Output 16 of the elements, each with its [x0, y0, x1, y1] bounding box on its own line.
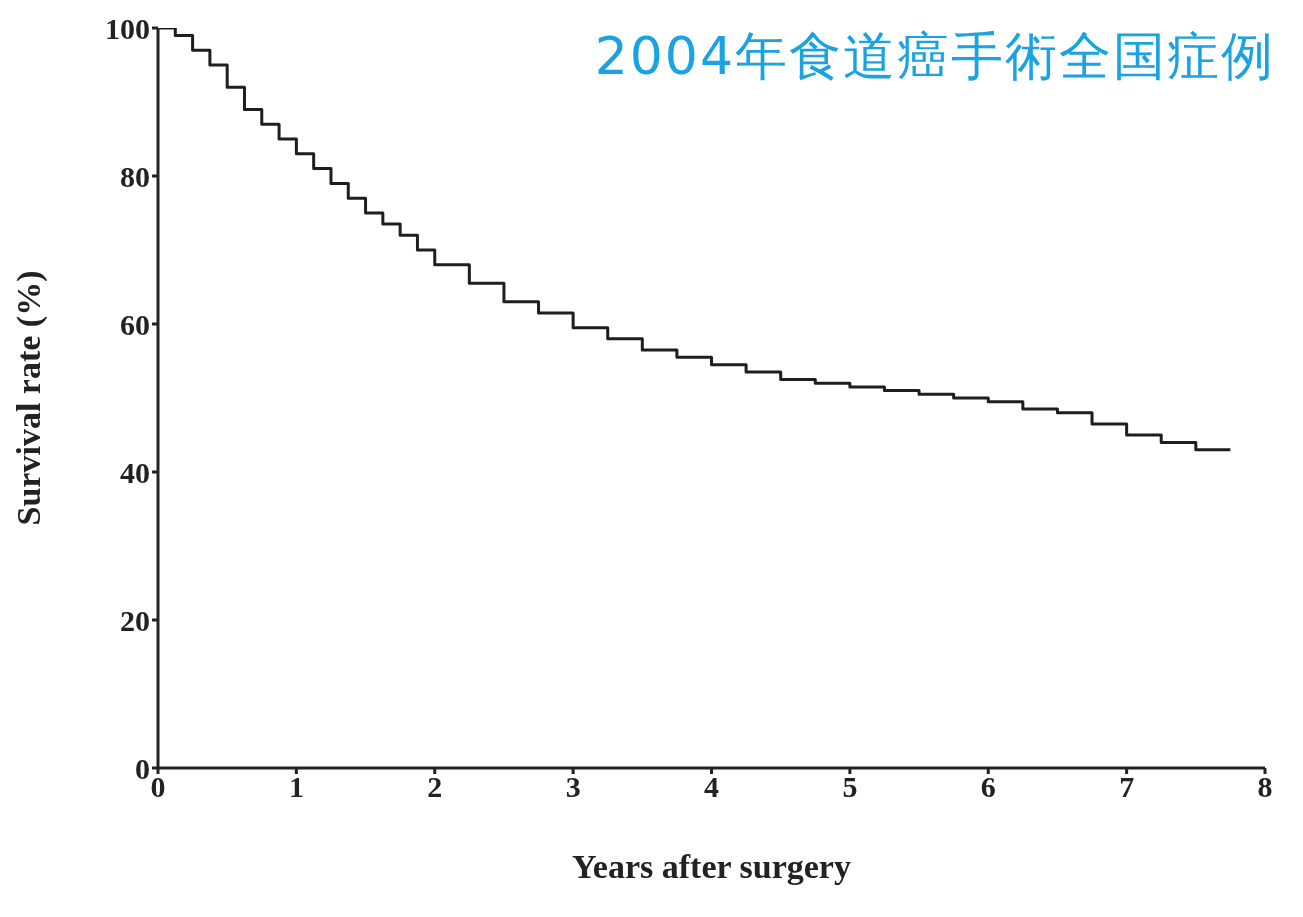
y-axis-title: Survival rate (%) — [10, 270, 49, 526]
x-tick-label: 1 — [288, 770, 304, 804]
x-tick-label: 8 — [1257, 770, 1273, 804]
y-tick-label: 20 — [120, 603, 150, 637]
y-tick-label: 100 — [105, 11, 150, 45]
y-tick-label: 60 — [120, 307, 150, 341]
x-tick-label: 2 — [427, 770, 443, 804]
chart-title: 2004年食道癌手術全国症例 — [594, 25, 1275, 88]
x-tick-label: 7 — [1119, 770, 1135, 804]
x-axis-title: Years after surgery — [572, 848, 851, 885]
y-tick-label: 80 — [120, 159, 150, 193]
x-tick-label: 4 — [704, 770, 719, 804]
x-tick-label: 6 — [980, 770, 996, 804]
x-tick-label: 3 — [565, 770, 581, 804]
y-tick-label: 40 — [120, 455, 150, 489]
x-tick-label: 5 — [842, 770, 858, 804]
